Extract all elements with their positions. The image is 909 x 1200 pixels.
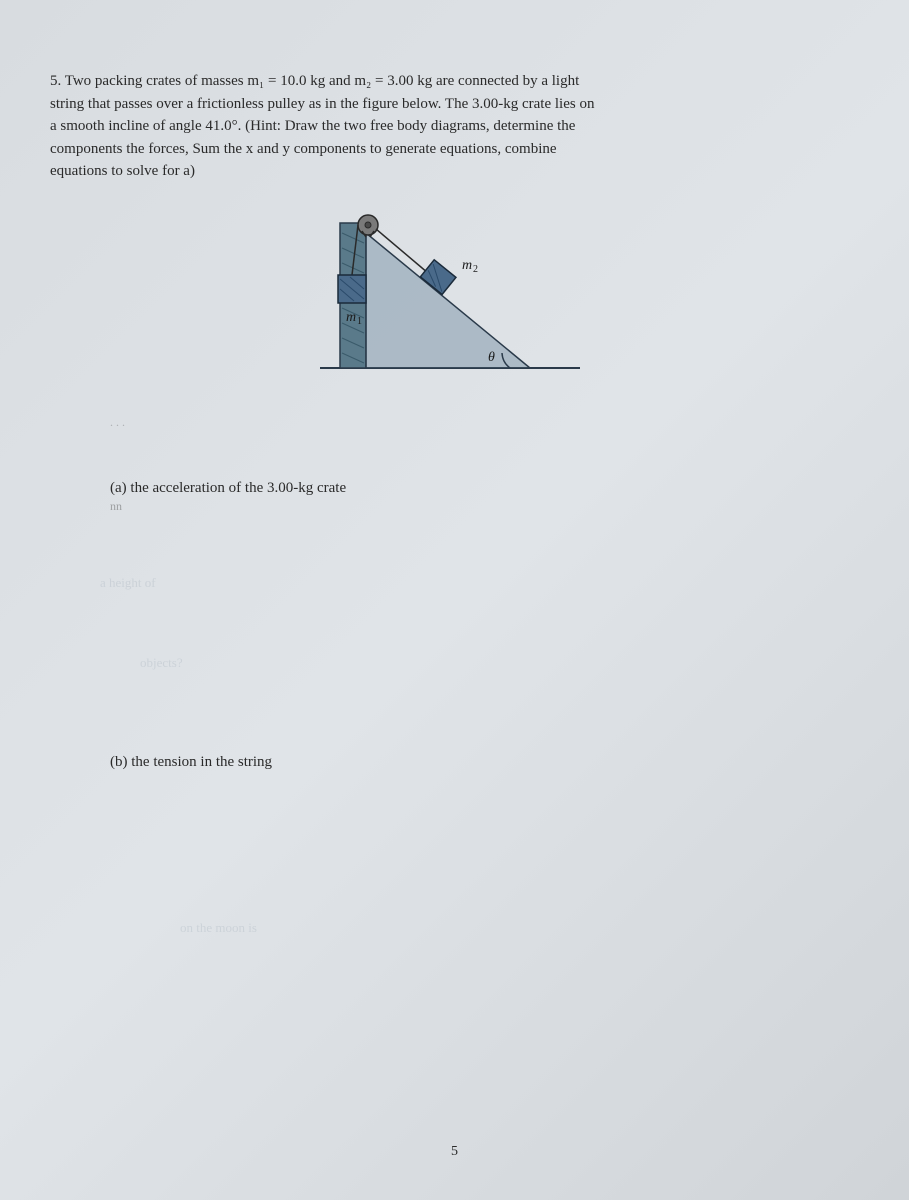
faded-dots: . . . [110,415,849,430]
bleed-through-2: objects? [140,655,183,671]
problem-line-4: components the forces, Sum the x and y c… [50,141,557,157]
physics-diagram: m 1 m 2 θ [310,213,590,393]
svg-text:1: 1 [357,316,362,327]
problem-line-1: Two packing crates of masses m₁ = 10.0 k… [65,73,580,89]
page-number: 5 [451,1144,458,1160]
part-b-label: (b) the tension in the string [110,754,849,771]
bleed-through-1: a height of [100,575,156,591]
problem-number: 5. [50,73,61,89]
svg-text:2: 2 [473,264,478,275]
problem-line-5: equations to solve for a) [50,163,195,179]
problem-line-3: a smooth incline of angle 41.0°. (Hint: … [50,118,575,134]
svg-text:θ: θ [488,350,495,365]
bleed-through-3: on the moon is [180,920,257,936]
problem-line-2: string that passes over a frictionless p… [50,96,594,112]
diagram-container: m 1 m 2 θ [50,213,849,393]
faded-nn: nn [110,499,849,514]
problem-statement: 5. Two packing crates of masses m₁ = 10.… [50,70,849,183]
svg-text:m: m [346,310,356,325]
svg-text:m: m [462,258,472,273]
part-a-label: (a) the acceleration of the 3.00-kg crat… [110,480,849,497]
